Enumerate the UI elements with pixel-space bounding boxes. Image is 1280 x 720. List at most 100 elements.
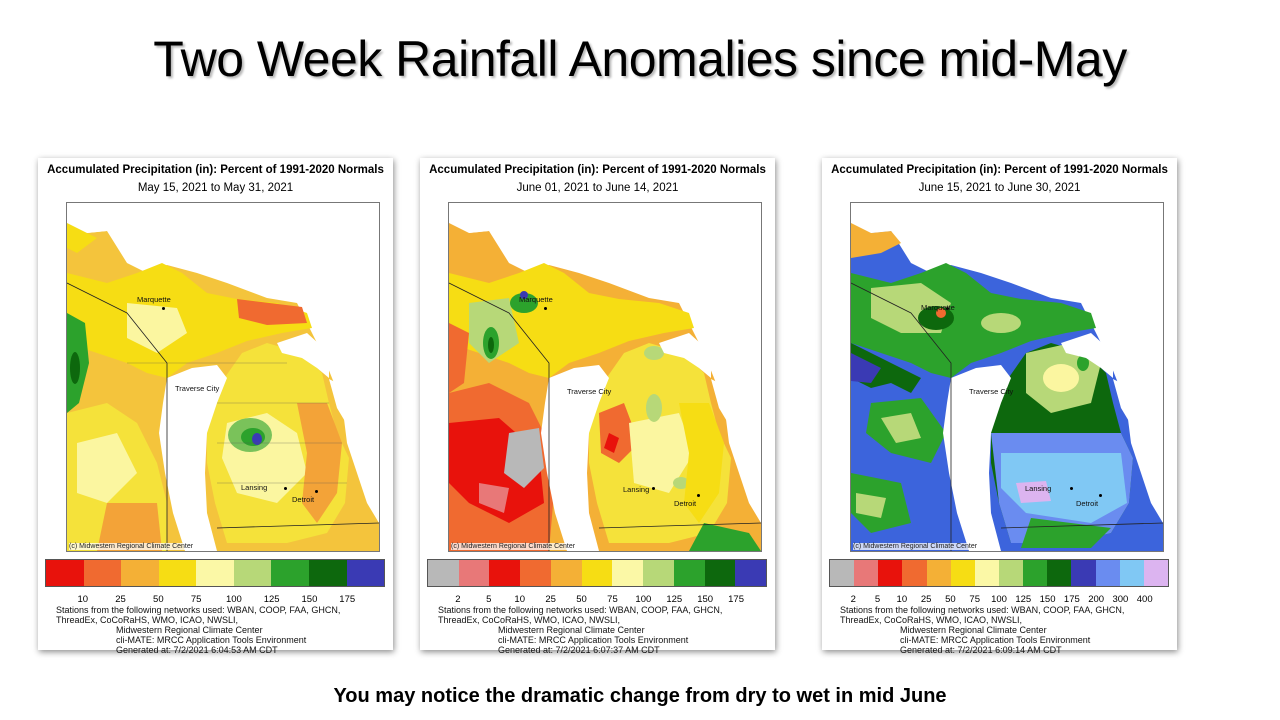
legend-swatch	[46, 560, 84, 586]
legend-tick-label: 125	[1015, 594, 1032, 605]
legend-swatch	[830, 560, 855, 586]
legend-tick-label: 50	[576, 594, 587, 605]
legend-swatch	[673, 560, 705, 586]
map-title: Accumulated Precipitation (in): Percent …	[47, 164, 384, 176]
legend-swatch	[735, 560, 767, 586]
map-date-range: June 15, 2021 to June 30, 2021	[918, 182, 1081, 194]
color-legend	[427, 559, 767, 587]
legend-tick-label: 10	[514, 594, 526, 605]
legend-swatch	[974, 560, 999, 586]
legend-swatch	[121, 560, 159, 586]
color-legend	[829, 559, 1169, 587]
city-label-lansing: Lansing	[241, 483, 268, 492]
legend-swatch	[458, 560, 490, 586]
legend-tick-label: 75	[190, 594, 202, 605]
legend-swatch	[489, 560, 521, 586]
footnote-mrcc: Midwestern Regional Climate Center	[498, 625, 645, 635]
legend-swatch	[998, 560, 1024, 586]
footnote-climate: cli-MATE: MRCC Application Tools Environ…	[116, 635, 307, 645]
legend-ticks: 10 25 50 75 100 125 150 175	[45, 594, 385, 606]
legend-tick-label: 125	[666, 594, 683, 605]
legend-tick-label: 150	[301, 594, 318, 605]
legend-swatch	[950, 560, 975, 586]
city-label-traverse-city: Traverse City	[969, 387, 1014, 396]
legend-swatch	[428, 560, 459, 586]
legend-tick-label: 10	[77, 594, 89, 605]
city-label-detroit: Detroit	[1076, 499, 1099, 508]
legend-tick-label: 175	[728, 594, 745, 605]
footnote-generated: Generated at: 7/2/2021 6:09:14 AM CDT	[900, 645, 1062, 655]
precip-map-panel-may: Accumulated Precipitation (in): Percent …	[38, 158, 393, 655]
legend-tick-label: 100	[225, 594, 242, 605]
footnote-networks: Stations from the following networks use…	[438, 605, 723, 615]
map-title: Accumulated Precipitation (in): Percent …	[831, 164, 1168, 176]
map-graphic	[67, 203, 379, 551]
footnote-generated: Generated at: 7/2/2021 6:04:53 AM CDT	[116, 645, 278, 655]
footnote-climate: cli-MATE: MRCC Application Tools Environ…	[900, 635, 1091, 645]
map-graphic	[851, 203, 1163, 551]
map-copyright: (c) Midwestern Regional Climate Center	[451, 543, 576, 550]
footnote-generated: Generated at: 7/2/2021 6:07:37 AM CDT	[498, 645, 660, 655]
map-date-range: May 15, 2021 to May 31, 2021	[137, 182, 294, 194]
map-footnote: Stations from the following networks use…	[56, 605, 386, 655]
legend-swatch	[233, 560, 272, 586]
legend-tick-label: 25	[920, 594, 932, 605]
legend-swatch	[158, 560, 197, 586]
city-label-lansing: Lansing	[623, 485, 650, 494]
precip-map-panel-early-june: Accumulated Precipitation (in): Percent …	[420, 158, 775, 655]
legend-tick-label: 50	[153, 594, 164, 605]
legend-tick-label: 200	[1088, 594, 1105, 605]
footnote-networks-2: ThreadEx, CoCoRaHS, WMO, ICAO, NWSLI,	[56, 615, 239, 625]
map-date-range: June 01, 2021 to June 14, 2021	[516, 182, 679, 194]
legend-tick-label: 100	[635, 594, 652, 605]
legend-swatch	[902, 560, 927, 586]
city-label-marquette: Marquette	[921, 303, 955, 312]
legend-tick-label: 150	[1039, 594, 1056, 605]
slide-caption: You may notice the dramatic change from …	[333, 685, 947, 707]
map-footnote: Stations from the following networks use…	[438, 605, 768, 655]
legend-tick-label: 5	[486, 594, 492, 605]
slide-title: Two Week Rainfall Anomalies since mid-Ma…	[153, 31, 1127, 87]
precip-map-panel-late-june: Accumulated Precipitation (in): Percent …	[822, 158, 1177, 655]
legend-swatch	[1095, 560, 1120, 586]
city-label-marquette: Marquette	[519, 295, 553, 304]
legend-tick-label: 175	[1063, 594, 1080, 605]
legend-swatch	[926, 560, 951, 586]
legend-swatch	[346, 560, 385, 586]
legend-tick-label: 25	[115, 594, 126, 605]
footnote-networks: Stations from the following networks use…	[56, 605, 341, 615]
city-label-marquette: Marquette	[137, 295, 171, 304]
city-label-traverse-city: Traverse City	[567, 387, 612, 396]
legend-swatch	[643, 560, 674, 586]
legend-swatch	[704, 560, 736, 586]
legend-tick-label: 25	[545, 594, 556, 605]
legend-tick-label: 400	[1136, 594, 1153, 605]
michigan-map: Marquette Traverse City Lansing Detroit …	[66, 202, 380, 552]
legend-tick-label: 125	[263, 594, 280, 605]
footnote-networks-2: ThreadEx, CoCoRaHS, WMO, ICAO, NWSLI,	[438, 615, 621, 625]
footnote-mrcc: Midwestern Regional Climate Center	[900, 625, 1047, 635]
legend-tick-label: 10	[896, 594, 908, 605]
map-graphic	[449, 203, 761, 551]
michigan-map: Marquette Traverse City Lansing Detroit …	[850, 202, 1164, 552]
legend-tick-label: 2	[850, 594, 856, 605]
city-label-detroit: Detroit	[674, 499, 697, 508]
legend-swatch	[1071, 560, 1096, 586]
michigan-map: Marquette Traverse City Lansing Detroit …	[448, 202, 762, 552]
map-copyright: (c) Midwestern Regional Climate Center	[69, 543, 194, 550]
legend-tick-label: 5	[874, 594, 881, 605]
legend-ticks: 2 5 10 25 50 75 100 125 150 175 200 300 400	[829, 594, 1169, 606]
legend-swatch	[271, 560, 309, 586]
legend-tick-label: 300	[1112, 594, 1129, 605]
legend-swatch	[1143, 560, 1168, 586]
legend-swatch	[1047, 560, 1072, 586]
legend-swatch	[878, 560, 903, 586]
legend-tick-label: 2	[455, 594, 461, 605]
legend-swatch	[550, 560, 582, 586]
legend-tick-label: 50	[945, 594, 956, 605]
legend-swatch	[83, 560, 122, 586]
city-label-lansing: Lansing	[1025, 484, 1052, 493]
color-legend	[45, 559, 385, 587]
legend-swatch	[1023, 560, 1048, 586]
legend-swatch	[308, 560, 347, 586]
